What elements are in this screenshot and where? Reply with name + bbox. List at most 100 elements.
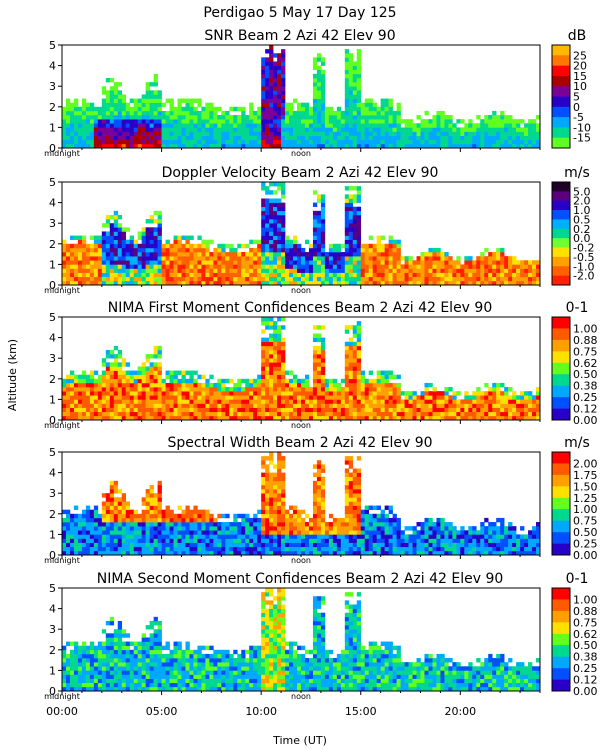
heatmap-cell (269, 139, 274, 145)
heatmap-cell (165, 542, 170, 548)
heatmap-cell (320, 98, 326, 103)
heatmap-cell (472, 280, 477, 286)
heatmap-cell (125, 280, 131, 286)
heatmap-cell (249, 135, 254, 141)
heatmap-cell (237, 382, 242, 388)
heatmap-cell (492, 268, 497, 273)
heatmap-cell (348, 337, 354, 343)
heatmap-cell (153, 501, 158, 506)
heatmap-cell (221, 513, 226, 519)
heatmap-cell (277, 264, 282, 269)
heatmap-cell (273, 538, 278, 543)
heatmap-cell (384, 256, 389, 261)
heatmap-cell (153, 106, 158, 112)
heatmap-cell (161, 139, 166, 145)
heatmap-cell (177, 243, 182, 249)
heatmap-cell (101, 247, 107, 253)
heatmap-cell (209, 387, 214, 392)
heatmap-cell (97, 374, 103, 380)
heatmap-cell (85, 268, 91, 273)
heatmap-cell (93, 264, 99, 269)
heatmap-cell (113, 276, 119, 282)
heatmap-cell (336, 399, 342, 404)
heatmap-cell (193, 387, 198, 392)
heatmap-cell (293, 399, 298, 404)
heatmap-cell (249, 403, 254, 408)
heatmap-cell (93, 252, 99, 257)
heatmap-cell (65, 123, 71, 128)
heatmap-cell (456, 260, 461, 265)
heatmap-cell (253, 513, 258, 519)
heatmap-cell (344, 90, 350, 95)
heatmap-cell (356, 123, 362, 128)
heatmap-cell (209, 123, 214, 128)
heatmap-cell (316, 90, 322, 95)
heatmap-cell (420, 407, 425, 413)
heatmap-cell (277, 131, 282, 136)
heatmap-cell (81, 106, 87, 112)
heatmap-cell (277, 214, 282, 220)
heatmap-cell (253, 135, 258, 141)
heatmap-cell (137, 260, 142, 265)
heatmap-cell (404, 256, 409, 261)
heatmap-cell (77, 106, 83, 112)
heatmap-cell (265, 395, 270, 400)
heatmap-cell (117, 403, 123, 408)
heatmap-cell (189, 280, 194, 286)
heatmap-cell (141, 98, 146, 103)
heatmap-cell (476, 276, 481, 282)
heatmap-cell (121, 534, 127, 539)
heatmap-cell (289, 110, 294, 116)
heatmap-cell (101, 509, 107, 515)
heatmap-cell (181, 374, 186, 380)
heatmap-cell (496, 395, 501, 400)
heatmap-cell (464, 131, 469, 136)
heatmap-cell (344, 194, 350, 199)
heatmap-cell (229, 119, 234, 124)
heatmap-cell (73, 522, 79, 527)
heatmap-cell (388, 415, 393, 421)
heatmap-cell (452, 403, 457, 408)
heatmap-cell (308, 268, 314, 273)
heatmap-cell (269, 476, 274, 482)
heatmap-cell (165, 415, 170, 421)
heatmap-cell (273, 65, 278, 71)
heatmap-cell (185, 550, 190, 556)
heatmap-cell (504, 407, 509, 413)
heatmap-cell (113, 407, 119, 413)
heatmap-cell (65, 256, 71, 261)
heatmap-cell (293, 415, 298, 421)
heatmap-cell (141, 227, 146, 232)
heatmap-cell (320, 325, 326, 330)
heatmap-cell (269, 53, 274, 58)
heatmap-cell (380, 143, 385, 149)
heatmap-cell (157, 399, 162, 404)
heatmap-cell (185, 526, 190, 531)
heatmap-cell (301, 280, 306, 286)
heatmap-cell (344, 98, 350, 103)
heatmap-cell (177, 123, 182, 128)
heatmap-cell (460, 268, 465, 273)
heatmap-cell (73, 123, 79, 128)
heatmap-cell (440, 264, 445, 269)
heatmap-cell (97, 526, 103, 531)
heatmap-cell (73, 382, 79, 388)
heatmap-cell (320, 382, 326, 388)
heatmap-cell (169, 534, 174, 539)
heatmap-cell (492, 280, 497, 286)
heatmap-cell (97, 127, 103, 132)
heatmap-cell (185, 256, 190, 261)
heatmap-cell (173, 378, 178, 384)
heatmap-cell (237, 546, 242, 552)
heatmap-cell (241, 256, 246, 261)
heatmap-cell (277, 325, 282, 330)
heatmap-cell (221, 110, 226, 116)
heatmap-cell (201, 517, 206, 523)
heatmap-cell (484, 272, 489, 278)
heatmap-cell (428, 260, 433, 265)
heatmap-cell (277, 517, 282, 523)
heatmap-cell (205, 264, 210, 269)
heatmap-cell (261, 102, 266, 108)
heatmap-cell (233, 280, 238, 286)
heatmap-cell (456, 131, 461, 136)
